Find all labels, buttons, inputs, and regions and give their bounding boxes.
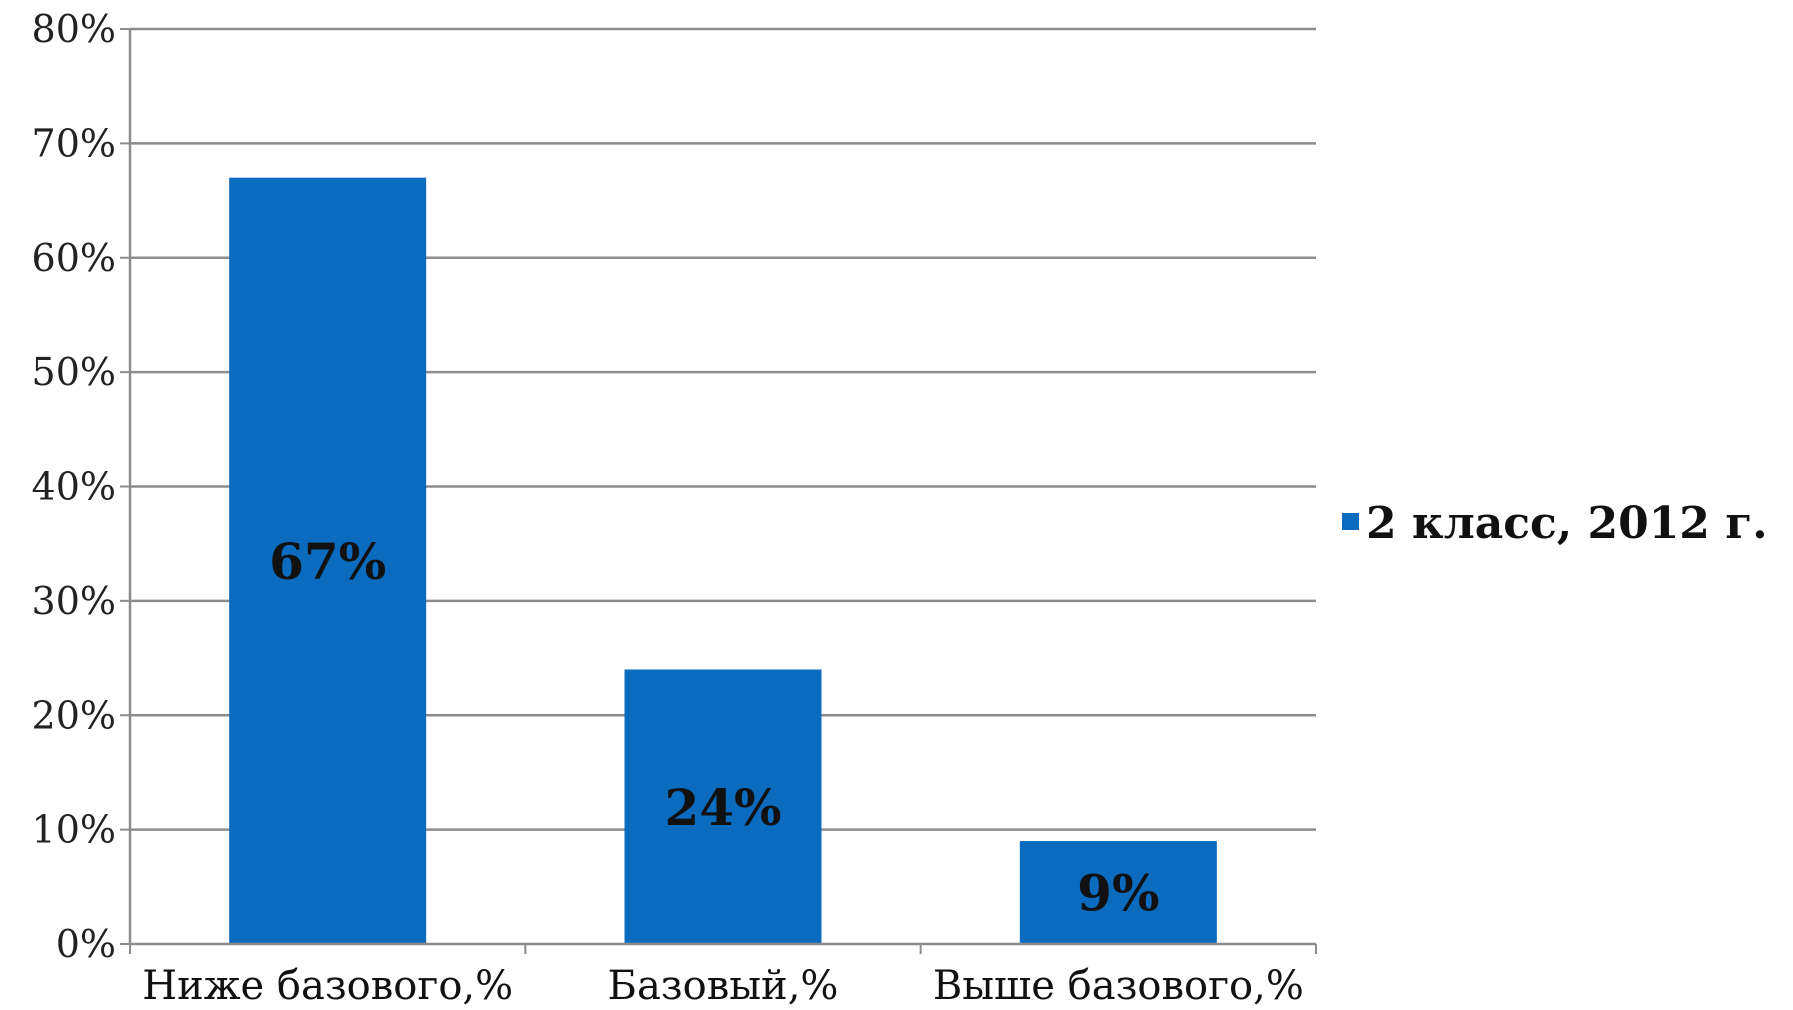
y-tick-label: 20% <box>32 693 116 737</box>
y-tick-labels: 0% 10% 20% 30% 40% 50% 60% 70% 80% <box>32 7 116 966</box>
axes <box>120 28 1317 954</box>
legend: 2 класс, 2012 г. <box>1342 498 1768 549</box>
y-tick-label: 60% <box>32 236 116 280</box>
legend-swatch <box>1342 513 1359 530</box>
bar <box>229 177 427 944</box>
data-label: 9% <box>1077 864 1159 923</box>
data-label: 24% <box>664 778 781 837</box>
y-tick-label: 40% <box>32 465 116 509</box>
y-tick-label: 0% <box>56 922 116 966</box>
y-tick-label: 30% <box>32 579 116 623</box>
bar <box>624 669 822 944</box>
data-labels: 67% 24% 9% <box>269 532 1159 923</box>
x-category-label: Выше базового,% <box>933 963 1304 1009</box>
x-category-label: Ниже базового,% <box>142 963 513 1009</box>
y-tick-label: 80% <box>32 7 116 51</box>
bars <box>229 177 1217 944</box>
y-tick-label: 70% <box>32 121 116 165</box>
legend-label: 2 класс, 2012 г. <box>1366 498 1768 549</box>
bar <box>1019 841 1217 944</box>
data-label: 67% <box>269 532 386 591</box>
y-tick-label: 10% <box>32 808 116 852</box>
x-category-labels: Ниже базового,% Базовый,% Выше базового,% <box>142 963 1304 1009</box>
x-category-label: Базовый,% <box>608 963 839 1009</box>
y-tick-label: 50% <box>32 350 116 394</box>
